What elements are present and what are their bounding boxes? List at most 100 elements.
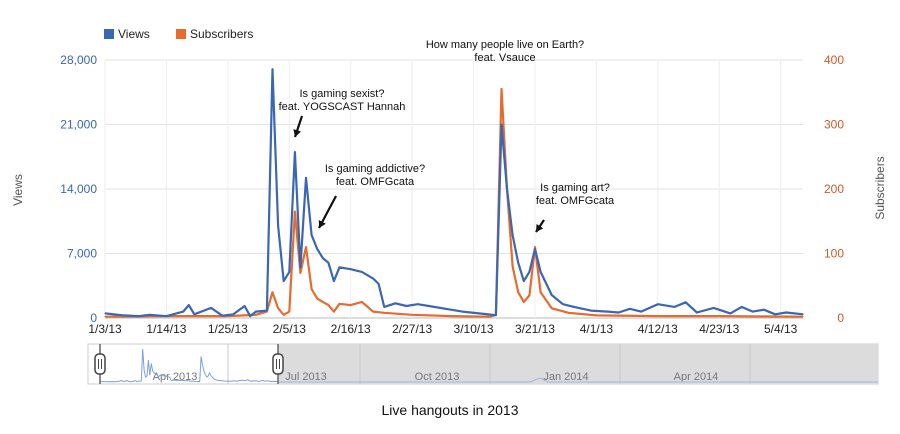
x-tick-label: 2/5/13 [273, 322, 307, 336]
x-tick-label: 2/16/13 [331, 322, 371, 336]
data-point-views [562, 303, 564, 305]
data-point-subscribers [450, 315, 452, 317]
data-point-subscribers [271, 291, 274, 293]
series-line-subscribers [104, 87, 804, 318]
data-point-views [121, 314, 123, 316]
data-point-views [305, 177, 307, 179]
left-tick-label: 7,000 [67, 247, 97, 261]
legend-swatch-subscribers [176, 29, 186, 39]
data-point-subscribers [104, 316, 106, 318]
left-tick-label: 0 [90, 311, 97, 325]
data-point-views [182, 310, 184, 313]
data-point-subscribers [383, 312, 385, 314]
annotation-text: feat. OMFGcata [536, 195, 615, 207]
legend-label-views: Views [118, 27, 150, 41]
data-point-subscribers [305, 246, 307, 248]
legend[interactable]: Views Subscribers [104, 27, 253, 41]
data-point-subscribers [512, 265, 514, 267]
data-point-views [283, 280, 285, 282]
data-point-views [740, 306, 743, 308]
data-point-views [405, 305, 408, 307]
left-tick-label: 28,000 [60, 53, 97, 67]
data-point-subscribers [517, 291, 519, 293]
data-point-views [333, 280, 335, 282]
data-point-views [299, 266, 302, 268]
left-tick-label: 21,000 [60, 118, 97, 132]
right-axis-label: Subscribers [873, 156, 887, 219]
data-point-views [104, 312, 106, 314]
left-axis-label: Views [11, 174, 25, 206]
data-point-subscribers [551, 307, 553, 309]
chart-svg: Views Subscribers 0 7,000 14,000 21,000 28,0… [11, 27, 887, 385]
annotation-text: Is gaming sexist? [300, 88, 385, 100]
data-point-views [210, 307, 212, 309]
arrow-head-icon [293, 129, 302, 137]
navigator-label: Apr 2013 [153, 371, 198, 383]
data-point-views [327, 262, 329, 264]
data-point-views [528, 271, 530, 273]
data-point-views [165, 315, 168, 317]
data-point-views [271, 68, 274, 70]
arrow-head-icon [318, 219, 326, 228]
data-point-views [534, 248, 536, 250]
data-point-views [763, 309, 765, 311]
navigator-mini-series [99, 349, 279, 383]
data-point-views [506, 188, 508, 190]
navigator-unselected-range [278, 344, 878, 384]
data-point-views [137, 315, 140, 317]
data-point-views [523, 280, 525, 282]
data-point-views [417, 303, 419, 305]
data-point-subscribers [489, 316, 491, 318]
x-tick-label: 3/21/13 [515, 322, 555, 336]
legend-swatch-views [104, 29, 114, 39]
data-point-views [729, 312, 732, 314]
navigator-mini-series-tail [278, 377, 878, 383]
data-point-views [478, 312, 480, 314]
right-axis-ticks: 0 100 200 300 400 [824, 53, 844, 325]
navigator-label: Oct 2013 [415, 371, 460, 383]
data-point-views [495, 314, 497, 316]
data-point-views [232, 313, 235, 315]
data-point-views [752, 310, 754, 313]
data-point-subscribers [534, 246, 536, 248]
data-point-views [606, 310, 609, 313]
data-point-views [372, 277, 374, 279]
data-point-subscribers [500, 88, 503, 90]
data-point-views [311, 234, 313, 236]
data-point-views [338, 266, 341, 268]
data-point-subscribers [299, 272, 302, 274]
data-point-views [517, 262, 519, 264]
series-line-views [104, 68, 804, 318]
data-point-views [512, 234, 514, 236]
data-point-views [539, 271, 542, 273]
data-point-views [685, 301, 687, 303]
legend-label-subscribers: Subscribers [190, 27, 253, 41]
data-point-views [629, 308, 631, 310]
x-tick-label: 4/1/13 [580, 322, 614, 336]
data-point-views [294, 151, 296, 153]
left-axis-ticks: 0 7,000 14,000 21,000 28,000 [60, 53, 97, 325]
data-point-views [394, 302, 396, 304]
chart-caption: Live hangouts in 2013 [381, 402, 519, 418]
data-point-views [221, 315, 223, 317]
data-point-subscribers [338, 303, 341, 305]
data-point-views [249, 315, 251, 317]
data-point-views [640, 310, 642, 313]
x-axis-ticks: 1/3/13 1/14/13 1/25/13 2/5/13 2/16/13 2/27/13… [88, 322, 797, 336]
left-tick-label: 14,000 [60, 182, 97, 196]
range-navigator[interactable]: Apr 2013 Jul 2013 Oct 2013 Jan 2014 Apr 2014 [87, 343, 879, 385]
data-point-views [361, 271, 363, 273]
navigator-label: Apr 2014 [674, 371, 719, 383]
data-point-views [713, 307, 715, 309]
data-point-views [266, 310, 268, 312]
annotation-text: How many people live on Earth? [426, 39, 584, 51]
data-point-subscribers [350, 304, 352, 306]
right-tick-label: 300 [824, 118, 844, 132]
data-point-subscribers [322, 301, 324, 303]
annotation-text: feat. OMFGcata [336, 176, 415, 188]
x-tick-label: 2/27/13 [392, 322, 432, 336]
gridlines [104, 59, 803, 319]
data-point-subscribers [294, 210, 296, 213]
data-point-views [573, 306, 575, 308]
data-point-views [802, 313, 804, 315]
